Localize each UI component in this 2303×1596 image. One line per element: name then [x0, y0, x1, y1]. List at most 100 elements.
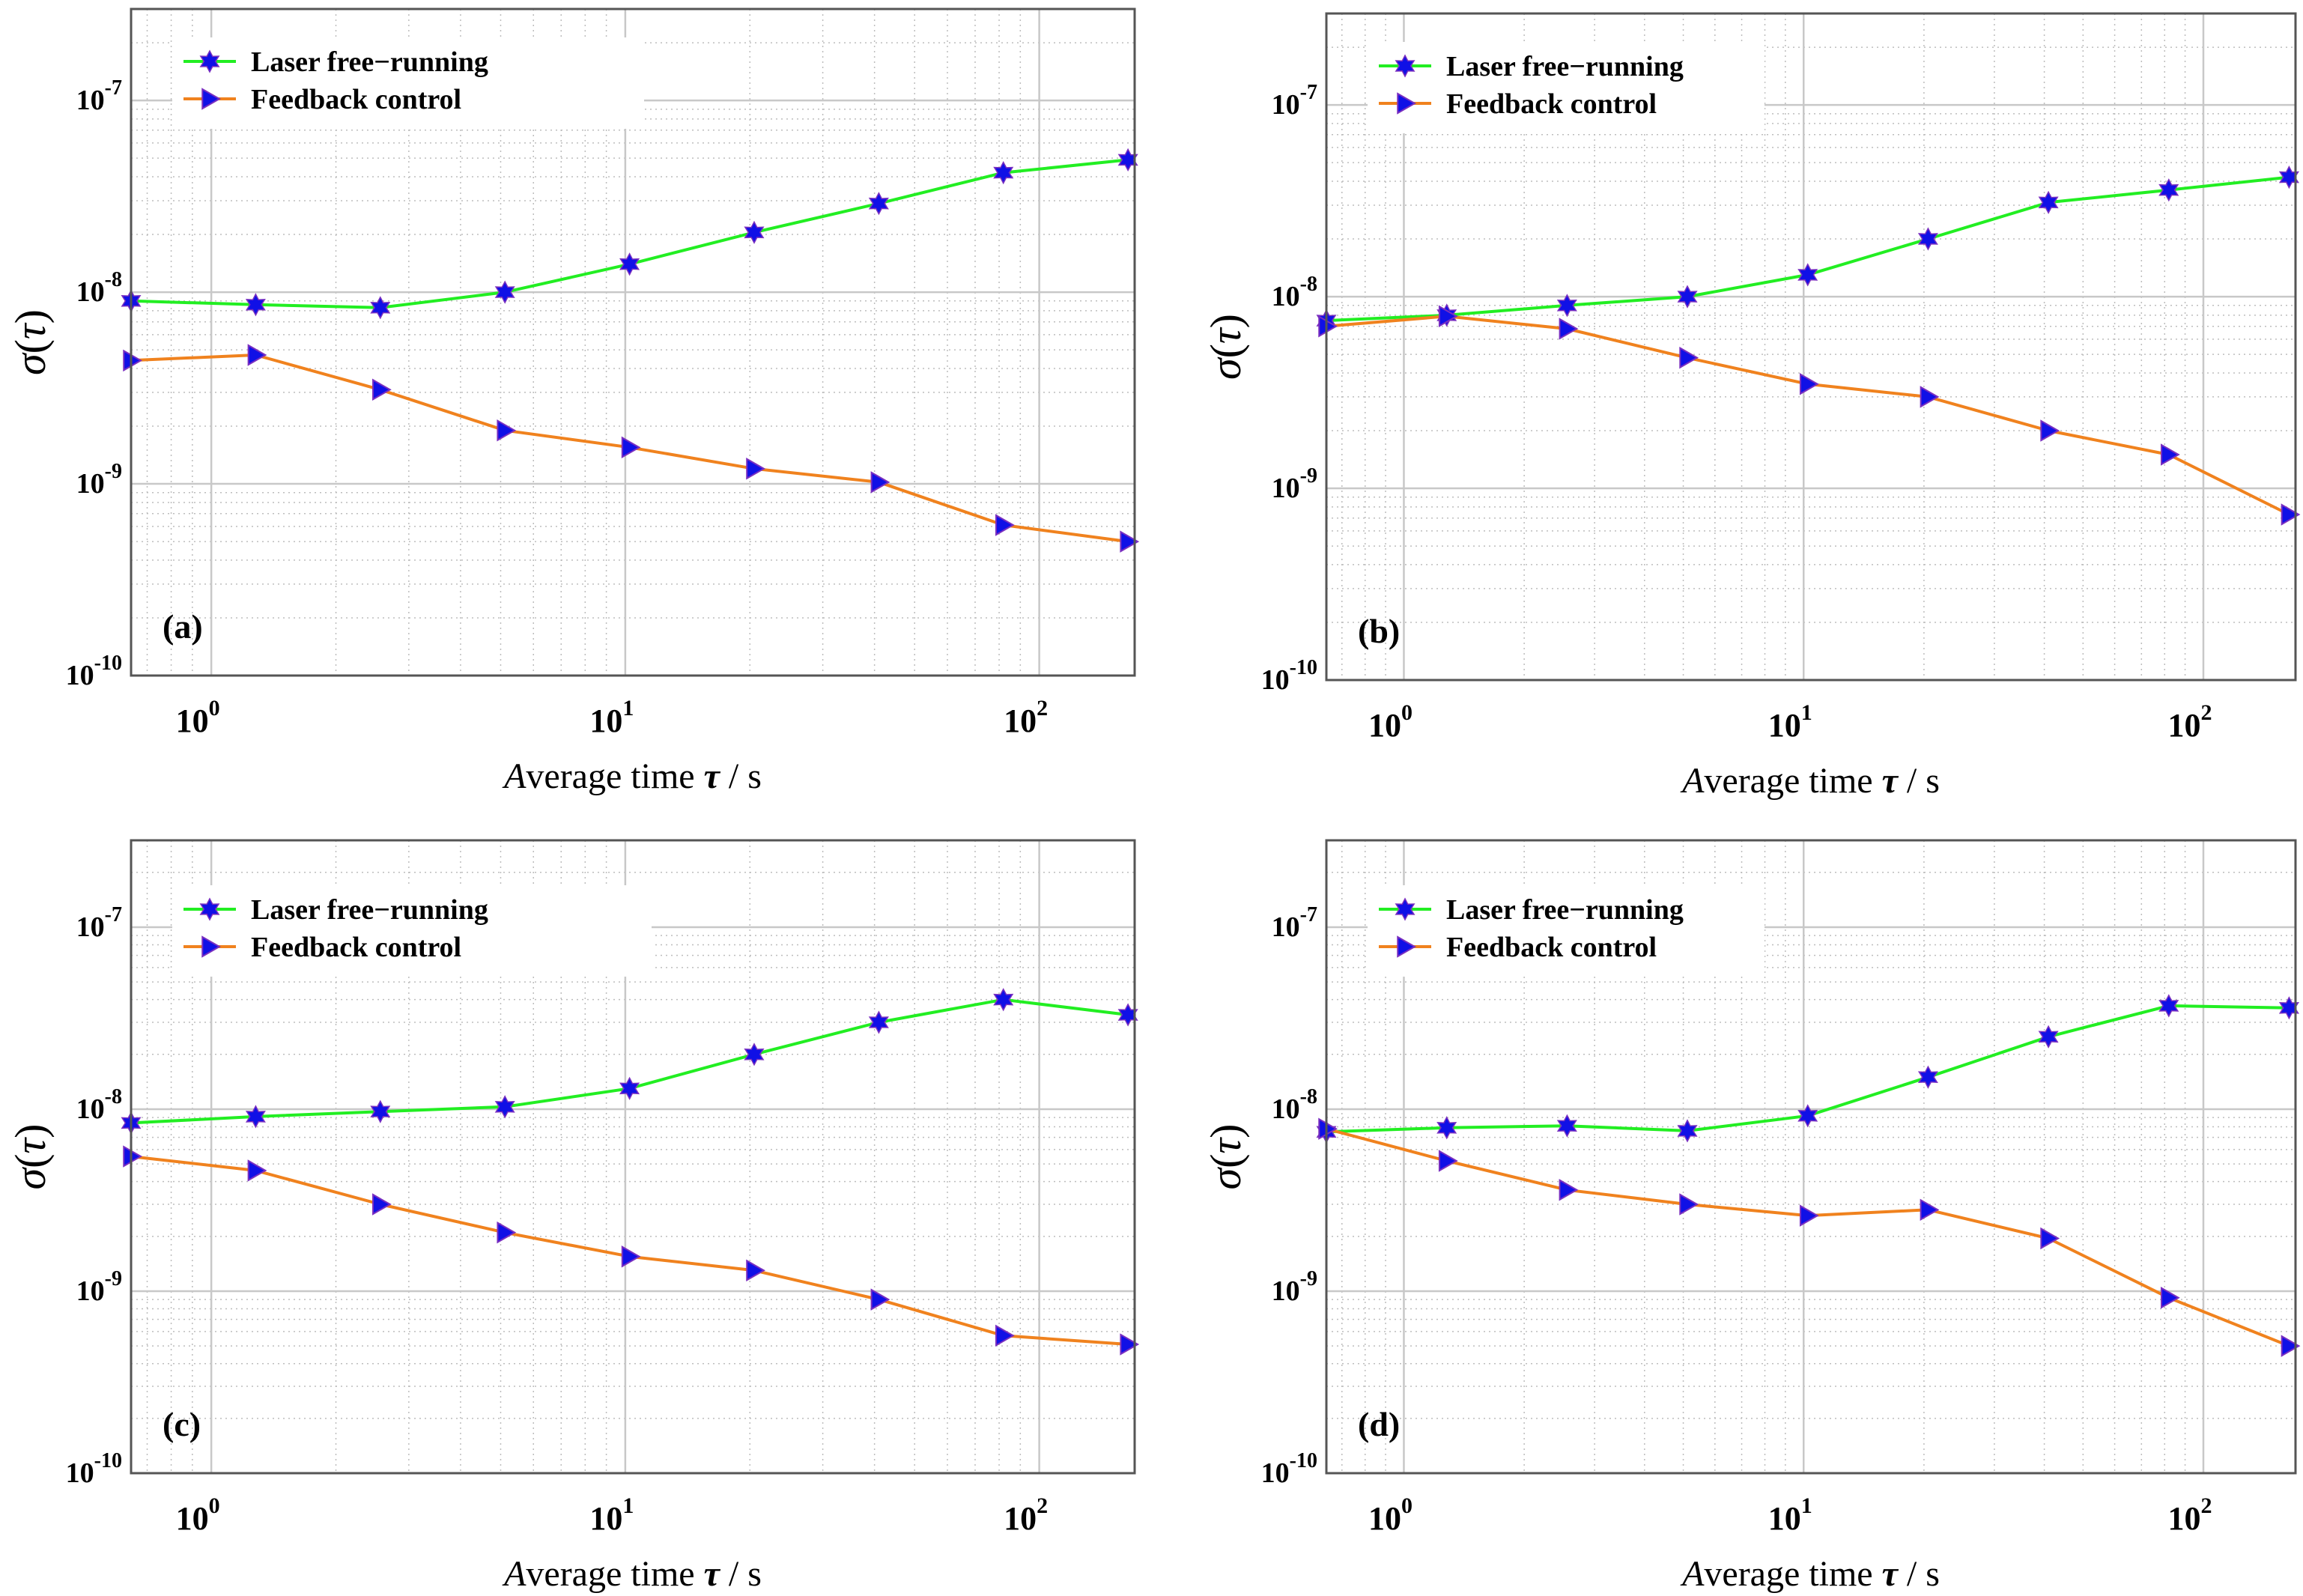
data-point — [370, 1099, 391, 1123]
data-point — [1318, 315, 1338, 338]
y-tick-label: 10-7 — [1272, 81, 1317, 121]
y-tick-label: 10-7 — [76, 76, 122, 116]
legend-entry: Feedback control — [1446, 932, 1657, 963]
data-point — [497, 1221, 517, 1244]
x-axis-title: Average time τ / s — [1680, 1554, 1940, 1594]
legend-box — [172, 37, 644, 129]
data-point — [2281, 1335, 2301, 1357]
y-axis-title: σ(τ) — [1201, 1123, 1250, 1189]
data-point — [2038, 1025, 2059, 1049]
x-tick-label: 101 — [589, 696, 634, 739]
data-point — [993, 988, 1014, 1012]
data-point — [370, 296, 391, 320]
data-point — [1797, 263, 1818, 287]
data-point — [1799, 373, 1819, 395]
x-tick-label: 102 — [1004, 696, 1048, 739]
data-point — [1559, 318, 1579, 340]
legend-marker — [199, 49, 220, 73]
legend-entry: Laser free−running — [1446, 51, 1684, 82]
y-axis-title: σ(τ) — [6, 1123, 55, 1189]
data-point — [1679, 346, 1699, 369]
y-tick-label: 10-8 — [1272, 273, 1317, 312]
data-point — [1120, 1333, 1140, 1356]
data-point — [372, 1193, 392, 1216]
data-point — [372, 378, 392, 401]
data-point — [868, 1010, 889, 1034]
data-point — [621, 1245, 641, 1268]
data-point — [123, 349, 143, 372]
legend-marker — [201, 935, 222, 958]
data-point — [1797, 1104, 1818, 1128]
legend-entry: Laser free−running — [251, 46, 488, 78]
legend-marker — [1397, 92, 1417, 115]
data-point — [993, 160, 1014, 185]
panel-label: (a) — [163, 607, 203, 646]
axes-frame — [1325, 839, 2297, 1475]
legend-box — [1368, 885, 1765, 977]
series-feedback-control — [123, 1145, 1140, 1356]
data-point — [1556, 294, 1577, 318]
data-point — [494, 1095, 515, 1119]
x-tick-label: 102 — [2167, 1493, 2212, 1537]
y-tick-label: 10-9 — [1272, 464, 1317, 504]
data-point — [494, 280, 515, 304]
data-point — [497, 419, 517, 442]
data-point — [1436, 1116, 1457, 1140]
data-point — [247, 1159, 267, 1182]
data-point — [619, 1076, 640, 1100]
legend-marker — [1395, 897, 1416, 921]
data-point — [1117, 1003, 1138, 1027]
legend: Laser free−running Feedback control — [172, 37, 644, 129]
x-tick-label: 102 — [1004, 1493, 1048, 1537]
data-point — [995, 514, 1015, 536]
data-point — [1318, 1117, 1338, 1140]
data-point — [247, 344, 267, 366]
grid — [1326, 840, 2296, 1473]
data-point — [1679, 1193, 1699, 1216]
data-point — [1438, 1150, 1458, 1172]
x-axis-title: Average time τ / s — [502, 756, 762, 796]
series-feedback-control — [1318, 1117, 2301, 1357]
x-tick-label: 101 — [1768, 700, 1812, 744]
data-point — [2278, 165, 2300, 189]
x-tick-label: 100 — [1368, 700, 1413, 744]
legend-entry: Laser free−running — [1446, 894, 1684, 926]
data-point — [870, 471, 890, 494]
legend-entry: Feedback control — [1446, 88, 1657, 120]
x-axis-title: Average time τ / s — [1680, 761, 1940, 801]
data-point — [621, 436, 641, 459]
legend-entry: Feedback control — [251, 932, 461, 963]
data-point — [1559, 1179, 1579, 1201]
y-axis-title: σ(τ) — [1201, 314, 1250, 380]
data-point — [1677, 1119, 1698, 1143]
y-tick-label: 10-10 — [1261, 1449, 1317, 1489]
panel-3: 100 101 102 10-7 10-8 10-9 10-10 Average time τ… — [6, 839, 1140, 1594]
data-point — [1120, 530, 1140, 553]
data-point — [744, 1043, 765, 1066]
x-axis-title: Average time τ / s — [502, 1554, 762, 1594]
x-tick-label: 100 — [176, 696, 220, 739]
panel-1: 100 101 102 10-7 10-8 10-9 10-10 Average time τ… — [6, 7, 1140, 796]
legend-marker — [1395, 54, 1416, 78]
data-point — [2158, 994, 2179, 1018]
data-point — [868, 192, 889, 216]
y-tick-label: 10-8 — [76, 1085, 122, 1125]
data-point — [1117, 148, 1138, 172]
y-tick-label: 10-8 — [1272, 1085, 1317, 1125]
data-point — [1917, 1065, 1938, 1089]
data-point — [245, 293, 266, 317]
axes-frame — [130, 839, 1136, 1475]
data-point — [1556, 1114, 1577, 1138]
data-point — [2040, 419, 2060, 442]
y-axis-title: σ(τ) — [6, 309, 55, 375]
data-point — [123, 1145, 143, 1168]
series-laser-free-running — [121, 988, 1138, 1135]
data-point — [2038, 190, 2059, 214]
legend-entry: Feedback control — [251, 84, 461, 115]
data-point — [995, 1324, 1015, 1347]
y-tick-label: 10-9 — [76, 1267, 122, 1307]
data-point — [746, 1259, 765, 1282]
data-point — [2161, 1287, 2180, 1309]
y-tick-label: 10-10 — [66, 652, 122, 691]
